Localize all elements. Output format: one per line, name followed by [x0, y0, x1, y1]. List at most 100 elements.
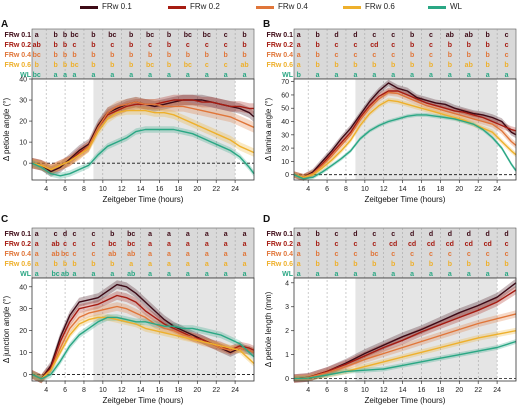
- significance-letter: a: [148, 241, 152, 248]
- significance-letter: cd: [484, 241, 492, 248]
- significance-letter: b: [486, 62, 490, 69]
- series-line: [293, 114, 517, 180]
- x-tick-label: 6: [63, 387, 67, 394]
- letter-row-label: FRw 0.2: [5, 241, 32, 248]
- significance-letter: a: [297, 271, 301, 278]
- significance-letter: b: [63, 62, 67, 69]
- significance-letter: a: [486, 72, 490, 79]
- x-tick-label: 8: [344, 186, 348, 193]
- significance-letter: b: [334, 62, 338, 69]
- legend-swatch: [428, 6, 446, 9]
- significance-letter: bc: [370, 251, 378, 258]
- significance-letter: c: [448, 251, 452, 258]
- y-axis-label: Δ lamina angle (°): [264, 98, 273, 162]
- significance-letter: c: [335, 251, 339, 258]
- x-tick-label: 24: [231, 387, 239, 394]
- x-axis-label: Zeitgeber Time (hours): [365, 396, 446, 405]
- significance-letter: a: [110, 271, 114, 278]
- significance-letter: b: [504, 261, 508, 268]
- significance-letter: b: [167, 42, 171, 49]
- x-tick-label: 16: [418, 186, 426, 193]
- significance-letter: a: [73, 72, 77, 79]
- significance-letter: ab: [127, 271, 135, 278]
- significance-letter: d: [448, 231, 452, 238]
- significance-letter: d: [429, 231, 433, 238]
- significance-letter: c: [224, 32, 228, 39]
- significance-letter: bc: [184, 32, 192, 39]
- significance-letter: a: [297, 231, 301, 238]
- letter-row-label: WL: [282, 271, 294, 278]
- significance-letter: b: [467, 42, 471, 49]
- significance-letter: cd: [370, 42, 378, 49]
- significance-letter: b: [63, 52, 67, 59]
- y-tick-label: 70: [281, 79, 289, 86]
- x-tick-label: 4: [306, 186, 310, 193]
- significance-letter: c: [372, 52, 376, 59]
- y-tick-label: 10: [281, 159, 289, 166]
- significance-letter: c: [91, 251, 95, 258]
- significance-letter: d: [353, 231, 357, 238]
- significance-letter: ab: [61, 271, 69, 278]
- x-tick-label: 12: [118, 387, 126, 394]
- significance-letter: b: [167, 32, 171, 39]
- significance-letter: d: [410, 231, 414, 238]
- series-band: [32, 96, 254, 175]
- x-tick-label: 20: [455, 186, 463, 193]
- significance-letter: a: [167, 271, 171, 278]
- significance-letter: c: [429, 32, 433, 39]
- y-tick-label: 3: [285, 304, 289, 311]
- significance-letter: c: [467, 251, 471, 258]
- significance-letter: a: [243, 72, 247, 79]
- x-tick-label: 24: [231, 186, 239, 193]
- significance-letter: c: [372, 231, 376, 238]
- significance-letter: a: [167, 251, 171, 258]
- series-band: [294, 87, 516, 181]
- letter-row-label: FRw 0.2: [5, 42, 32, 49]
- significance-letter: c: [353, 42, 357, 49]
- significance-letter: b: [148, 52, 152, 59]
- significance-letter: b: [110, 52, 114, 59]
- letter-row-label: FRw 0.2: [267, 42, 294, 49]
- significance-letter: a: [224, 241, 228, 248]
- significance-letter: b: [167, 62, 171, 69]
- series-line: [293, 340, 517, 380]
- y-tick-label: 0: [23, 372, 27, 379]
- significance-letter: c: [224, 62, 228, 69]
- significance-letter: c: [73, 231, 77, 238]
- y-axis-label: Δ petiole angle (°): [2, 98, 11, 162]
- significance-letter: b: [315, 251, 319, 258]
- significance-letter: b: [315, 241, 319, 248]
- significance-letter: b: [410, 42, 414, 49]
- significance-letter: b: [53, 62, 57, 69]
- significance-letter: b: [486, 52, 490, 59]
- significance-letter: b: [467, 52, 471, 59]
- significance-letter: a: [91, 271, 95, 278]
- series-line: [31, 109, 255, 171]
- significance-letter: b: [315, 261, 319, 268]
- significance-letter: c: [410, 251, 414, 258]
- significance-letter: a: [205, 271, 209, 278]
- series-band: [294, 278, 516, 383]
- x-tick-label: 8: [82, 186, 86, 193]
- legend-swatch: [343, 6, 361, 9]
- significance-letter: c: [353, 241, 357, 248]
- significance-letter: d: [353, 32, 357, 39]
- significance-letter: c: [91, 231, 95, 238]
- y-tick-label: 10: [19, 140, 27, 147]
- letters-table: [293, 227, 517, 279]
- significance-letter: b: [53, 52, 57, 59]
- significance-letter: a: [243, 231, 247, 238]
- y-tick-label: 0: [285, 376, 289, 383]
- series-line: [293, 90, 517, 179]
- significance-letter: b: [410, 32, 414, 39]
- significance-letter: d: [504, 231, 508, 238]
- significance-letter: a: [54, 72, 58, 79]
- significance-letter: a: [505, 72, 509, 79]
- significance-letter: bc: [33, 52, 41, 59]
- x-tick-label: 4: [44, 186, 48, 193]
- x-tick-label: 20: [193, 387, 201, 394]
- significance-letter: b: [334, 261, 338, 268]
- x-tick-label: 22: [212, 387, 220, 394]
- x-tick-label: 10: [99, 387, 107, 394]
- x-axis-label: Zeitgeber Time (hours): [103, 396, 184, 405]
